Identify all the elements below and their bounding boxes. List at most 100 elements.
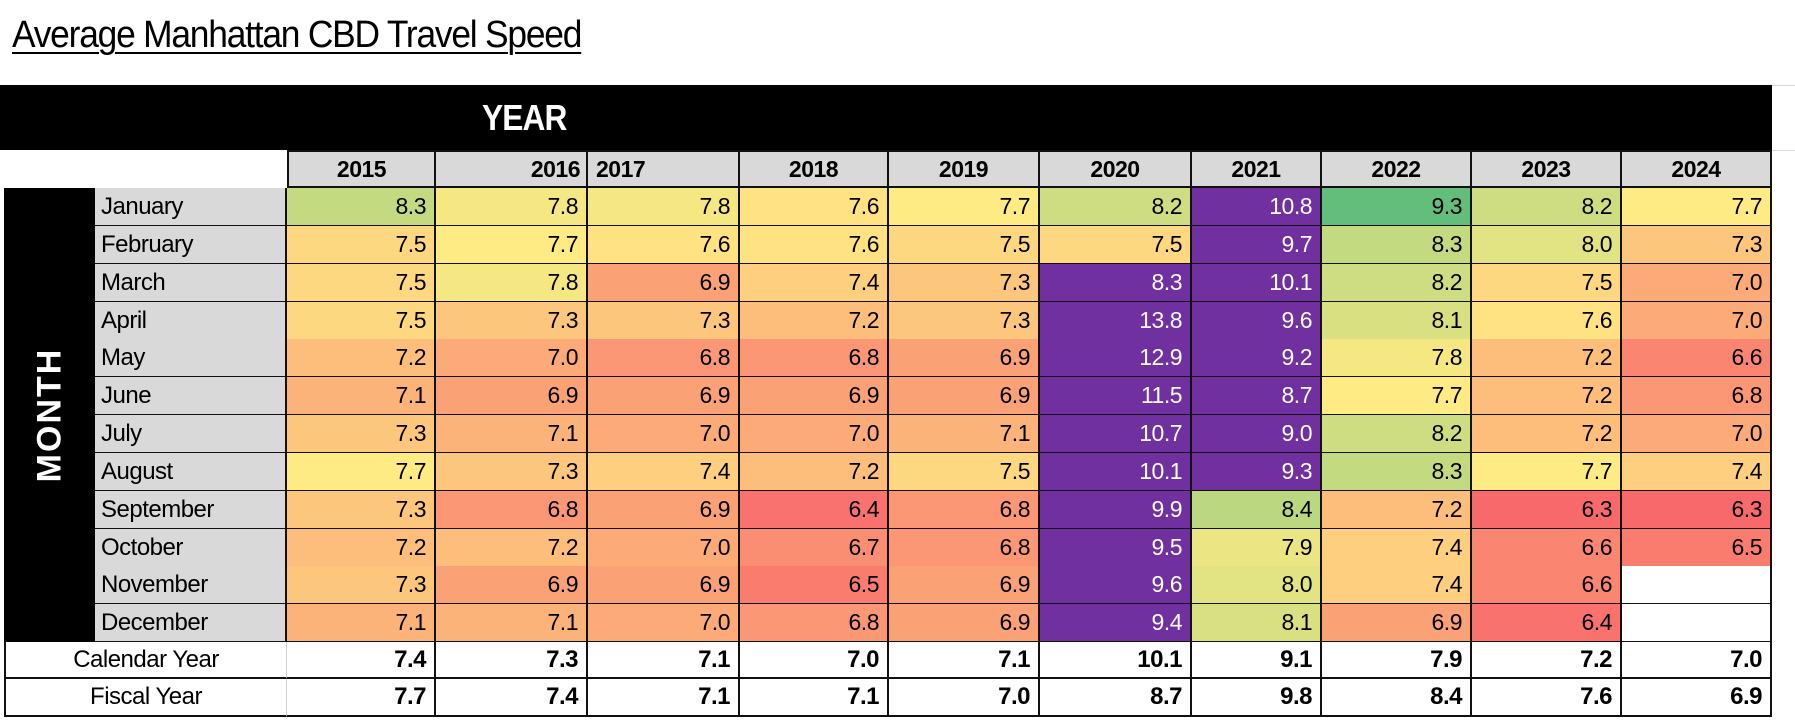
heatmap-cell: 7.5 (287, 264, 436, 303)
year-header-2018[interactable]: 2018 (740, 150, 889, 188)
year-header-2022[interactable]: 2022 (1322, 150, 1472, 188)
heatmap-cell: 7.3 (287, 491, 436, 530)
heatmap-cell: 7.3 (436, 453, 588, 492)
year-header-2023[interactable]: 2023 (1472, 150, 1622, 188)
year-axis-label: YEAR (482, 97, 567, 138)
heatmap-cell: 7.2 (436, 529, 588, 568)
month-label-december: December (95, 604, 287, 643)
heatmap-cell: 6.8 (889, 491, 1040, 530)
heatmap-cell: 6.9 (740, 377, 889, 416)
month-label-april: April (95, 302, 287, 341)
heatmap-cell: 8.2 (1322, 264, 1472, 303)
heatmap-cell: 9.7 (1192, 226, 1322, 265)
heatmap-cell: 7.1 (287, 604, 436, 643)
summary-cell: 7.6 (1472, 679, 1622, 717)
gridline (1772, 85, 1795, 86)
heatmap-cell: 7.0 (1622, 264, 1772, 303)
heatmap-cell: 9.4 (1040, 604, 1192, 643)
heatmap-cell: 6.8 (740, 339, 889, 378)
heatmap-cell: 12.9 (1040, 339, 1192, 378)
heatmap-cell: 9.0 (1192, 415, 1322, 454)
month-label-september: September (95, 491, 287, 530)
summary-cell: 7.9 (1322, 642, 1472, 679)
year-header-2016[interactable]: 2016 (436, 150, 588, 188)
heatmap-cell: 10.7 (1040, 415, 1192, 454)
heatmap-cell: 6.9 (436, 566, 588, 605)
heatmap-cell: 7.0 (740, 415, 889, 454)
heatmap-cell: 6.5 (740, 566, 889, 605)
month-label-june: June (95, 377, 287, 416)
heatmap-cell: 9.5 (1040, 529, 1192, 568)
heatmap-cell: 7.1 (287, 377, 436, 416)
year-header-2024[interactable]: 2024 (1622, 150, 1772, 188)
heatmap-cell: 7.5 (287, 226, 436, 265)
month-label-february: February (95, 226, 287, 265)
heatmap-cell: 7.1 (436, 604, 588, 643)
summary-cell: 10.1 (1040, 642, 1192, 679)
heatmap-cell: 7.2 (287, 529, 436, 568)
summary-label-fiscal-year: Fiscal Year (4, 679, 287, 717)
heatmap-cell: 7.8 (1322, 339, 1472, 378)
month-label-august: August (95, 453, 287, 492)
heatmap-cell: 7.5 (1472, 264, 1622, 303)
heatmap-cell: 7.2 (287, 339, 436, 378)
heatmap-cell: 6.9 (889, 604, 1040, 643)
year-header-2021[interactable]: 2021 (1192, 150, 1322, 188)
heatmap-cell: 8.3 (1322, 226, 1472, 265)
heatmap-cell: 6.9 (588, 491, 740, 530)
heatmap-cell: 8.7 (1192, 377, 1322, 416)
heatmap-cell: 6.3 (1472, 491, 1622, 530)
heatmap-cell: 7.4 (1322, 529, 1472, 568)
heatmap-cell: 7.1 (889, 415, 1040, 454)
heatmap-cell: 9.6 (1040, 566, 1192, 605)
year-header-2015[interactable]: 2015 (287, 150, 436, 188)
heatmap-cell: 7.4 (1322, 566, 1472, 605)
empty-cell (1622, 566, 1772, 605)
heatmap-cell: 8.2 (1040, 188, 1192, 227)
heatmap-cell: 7.0 (1622, 302, 1772, 341)
summary-cell: 7.1 (588, 679, 740, 717)
heatmap-cell: 7.1 (436, 415, 588, 454)
heatmap-cell: 7.2 (1472, 415, 1622, 454)
summary-cell: 7.0 (740, 642, 889, 679)
year-header-2019[interactable]: 2019 (889, 150, 1040, 188)
heatmap-cell: 6.8 (588, 339, 740, 378)
month-label-july: July (95, 415, 287, 454)
heatmap-cell: 7.2 (740, 453, 889, 492)
heatmap-cell: 7.6 (740, 188, 889, 227)
summary-cell: 7.0 (889, 679, 1040, 717)
heatmap-cell: 6.9 (588, 377, 740, 416)
heatmap-cell: 7.2 (1472, 339, 1622, 378)
heatmap-cell: 9.3 (1322, 188, 1472, 227)
heatmap-cell: 8.3 (1040, 264, 1192, 303)
month-label-november: November (95, 566, 287, 605)
month-label-october: October (95, 529, 287, 568)
summary-cell: 8.7 (1040, 679, 1192, 717)
gridline (1772, 150, 1795, 151)
heatmap-cell: 11.5 (1040, 377, 1192, 416)
heatmap-cell: 6.3 (1622, 491, 1772, 530)
year-header-2020[interactable]: 2020 (1040, 150, 1192, 188)
month-axis-label: MONTH (30, 347, 68, 483)
heatmap-cell: 7.3 (1622, 226, 1772, 265)
heatmap-cell: 7.6 (1472, 302, 1622, 341)
heatmap-cell: 6.9 (889, 377, 1040, 416)
year-header-2017[interactable]: 2017 (588, 150, 740, 188)
heatmap-cell: 8.0 (1472, 226, 1622, 265)
heatmap-cell: 7.8 (436, 188, 588, 227)
heatmap-cell: 7.6 (740, 226, 889, 265)
heatmap-cell: 6.8 (889, 529, 1040, 568)
summary-cell: 9.1 (1192, 642, 1322, 679)
heatmap-cell: 9.6 (1192, 302, 1322, 341)
year-header-band: YEAR (0, 85, 1772, 150)
heatmap-cell: 6.9 (588, 566, 740, 605)
summary-cell: 7.4 (436, 679, 588, 717)
summary-cell: 7.2 (1472, 642, 1622, 679)
heatmap-cell: 7.0 (588, 604, 740, 643)
heatmap-cell: 10.8 (1192, 188, 1322, 227)
heatmap-cell: 8.3 (287, 188, 436, 227)
heatmap-cell: 6.6 (1472, 566, 1622, 605)
heatmap-cell: 10.1 (1192, 264, 1322, 303)
heatmap-cell: 8.1 (1322, 302, 1472, 341)
heatmap-cell: 8.2 (1472, 188, 1622, 227)
